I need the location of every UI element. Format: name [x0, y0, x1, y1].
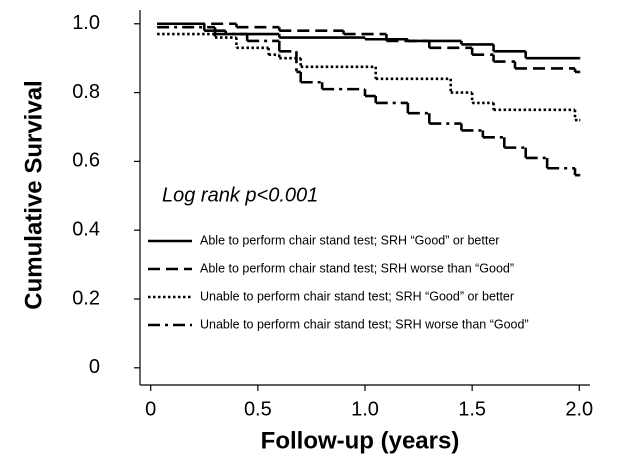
legend-label: Unable to perform chair stand test; SRH … — [200, 317, 529, 331]
y-tick-label: 0.4 — [72, 218, 100, 240]
legend-label: Able to perform chair stand test; SRH “G… — [200, 233, 499, 247]
x-tick-label: 1.5 — [458, 398, 486, 420]
y-tick-label: 0.2 — [72, 287, 100, 309]
x-tick-label: 2.0 — [565, 398, 593, 420]
x-tick-label: 0.5 — [244, 398, 272, 420]
x-tick-label: 1.0 — [351, 398, 379, 420]
x-tick-label: 0 — [145, 398, 156, 420]
annotation: Log rank p<0.001 — [162, 184, 318, 206]
legend-label: Unable to perform chair stand test; SRH … — [200, 289, 514, 303]
y-tick-label: 1.0 — [72, 12, 100, 34]
y-tick-label: 0 — [89, 356, 100, 378]
x-axis-label: Follow-up (years) — [261, 427, 460, 454]
legend-label: Able to perform chair stand test; SRH wo… — [200, 261, 514, 275]
y-axis-label: Cumulative Survival — [20, 80, 47, 309]
y-tick-label: 0.8 — [72, 81, 100, 103]
y-tick-label: 0.6 — [72, 150, 100, 172]
